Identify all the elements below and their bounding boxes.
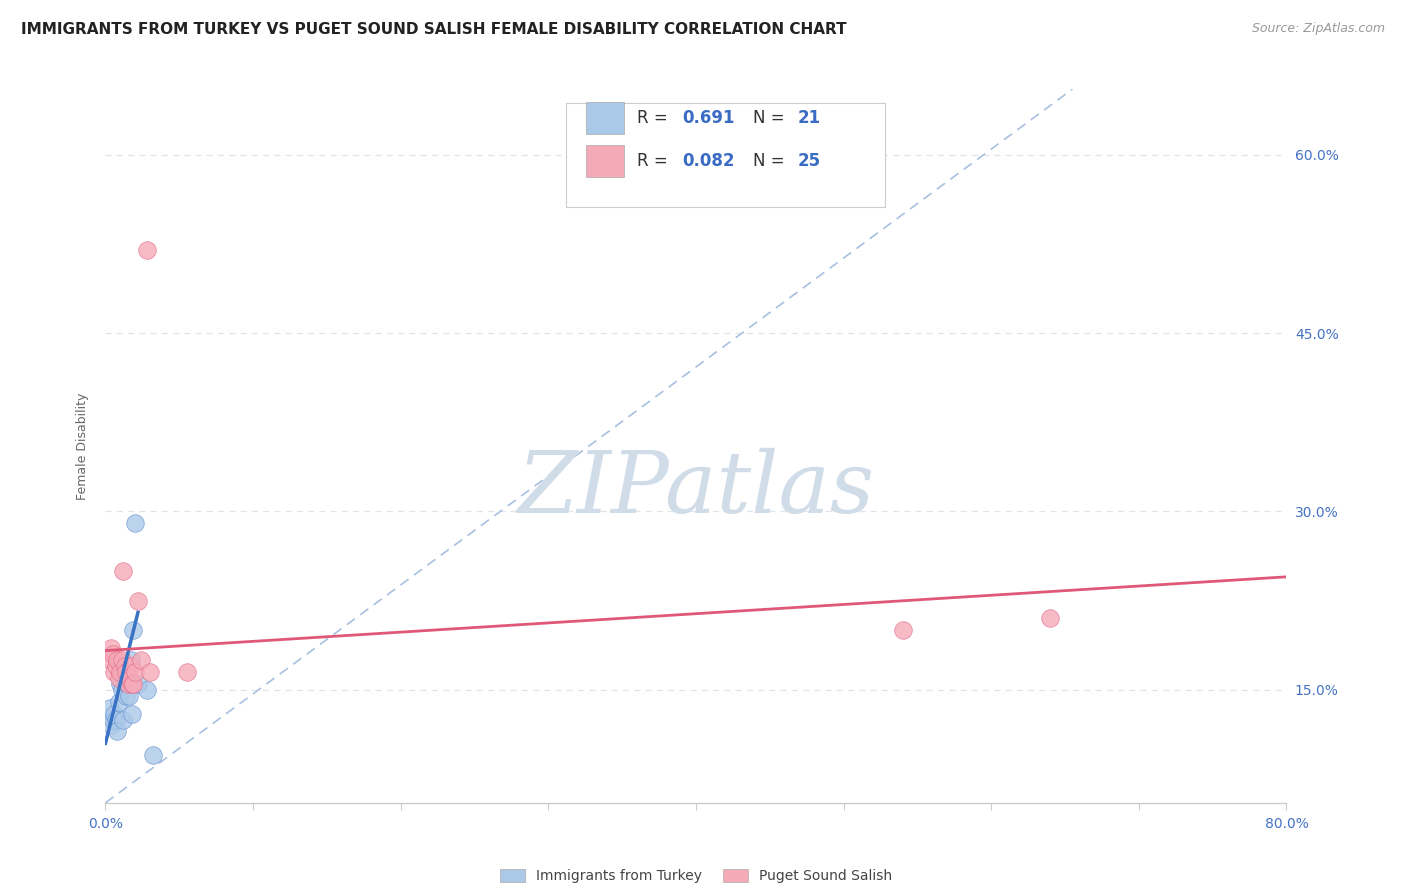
Point	[100, 641, 122, 656]
Point	[114, 659, 136, 673]
Text: IMMIGRANTS FROM TURKEY VS PUGET SOUND SALISH FEMALE DISABILITY CORRELATION CHART: IMMIGRANTS FROM TURKEY VS PUGET SOUND SA…	[21, 22, 846, 37]
Point	[120, 653, 142, 667]
Point	[100, 718, 122, 732]
Text: 25: 25	[797, 152, 821, 169]
Point	[135, 682, 157, 697]
Point	[104, 659, 127, 673]
Point	[115, 665, 138, 679]
Point	[107, 695, 129, 709]
Text: 0.691: 0.691	[682, 109, 734, 127]
Point	[1039, 611, 1062, 625]
Text: R =: R =	[637, 109, 673, 127]
Point	[104, 713, 127, 727]
FancyBboxPatch shape	[586, 145, 624, 177]
Point	[127, 593, 149, 607]
Point	[118, 671, 141, 685]
Point	[118, 689, 141, 703]
Text: 21: 21	[797, 109, 821, 127]
Point	[142, 748, 165, 763]
Point	[117, 677, 139, 691]
Point	[98, 653, 121, 667]
Legend: Immigrants from Turkey, Puget Sound Salish: Immigrants from Turkey, Puget Sound Sali…	[495, 863, 897, 888]
Point	[120, 659, 142, 673]
Point	[122, 624, 145, 638]
Point	[891, 624, 914, 638]
Point	[127, 677, 149, 691]
Point	[103, 665, 125, 679]
Text: N =: N =	[752, 152, 790, 169]
Point	[98, 700, 121, 714]
Point	[112, 564, 135, 578]
Point	[121, 706, 143, 721]
FancyBboxPatch shape	[586, 102, 624, 134]
Text: Source: ZipAtlas.com: Source: ZipAtlas.com	[1251, 22, 1385, 36]
FancyBboxPatch shape	[567, 103, 884, 207]
Point	[129, 653, 152, 667]
Text: ZIPatlas: ZIPatlas	[517, 448, 875, 530]
Point	[124, 516, 146, 531]
Point	[111, 653, 134, 667]
Point	[110, 677, 132, 691]
Point	[117, 677, 139, 691]
Point	[135, 243, 157, 257]
Point	[107, 671, 129, 685]
Text: R =: R =	[637, 152, 673, 169]
Point	[101, 647, 124, 661]
Point	[121, 677, 143, 691]
Point	[103, 706, 125, 721]
Point	[122, 677, 145, 691]
Point	[124, 665, 146, 679]
Point	[115, 689, 138, 703]
Text: N =: N =	[752, 109, 790, 127]
Point	[176, 665, 198, 679]
Text: 0.082: 0.082	[682, 152, 734, 169]
Y-axis label: Female Disability: Female Disability	[76, 392, 90, 500]
Point	[105, 724, 128, 739]
Point	[114, 671, 136, 685]
Point	[111, 682, 134, 697]
Point	[101, 713, 124, 727]
Point	[138, 665, 162, 679]
Point	[110, 665, 132, 679]
Point	[105, 653, 128, 667]
Point	[112, 713, 135, 727]
